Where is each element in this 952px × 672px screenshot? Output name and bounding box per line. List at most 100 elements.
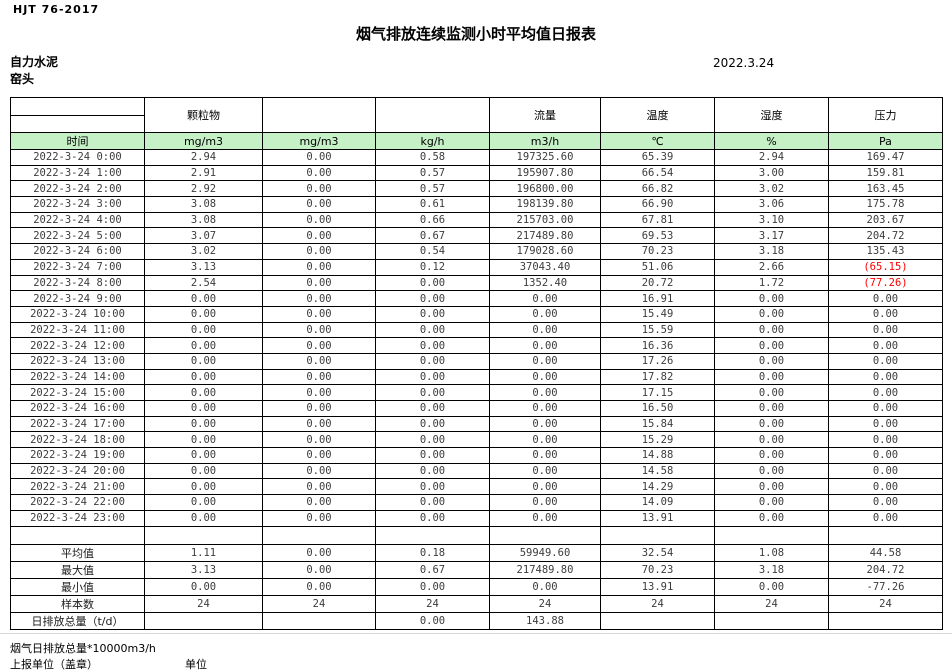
table-row: 2022-3-24 12:00 0.00 0.00 0.00 0.00 16.36 0.00… xyxy=(10,337,943,354)
summary-value-cell: 24 xyxy=(714,594,829,613)
value-cell: 0.00 xyxy=(262,243,376,260)
value-cell: 0.00 xyxy=(828,415,943,433)
summary-label-cell: 最小值 xyxy=(10,577,145,596)
table-row: 2022-3-24 16:00 0.00 0.00 0.00 0.00 16.50 0.00… xyxy=(10,400,943,417)
summary-value-cell: 3.18 xyxy=(714,560,829,579)
col-header-temperature: 温度 xyxy=(600,97,715,133)
value-cell: 197325.60 xyxy=(489,149,601,166)
station-name: 窑头 xyxy=(10,72,35,86)
spacer-cell xyxy=(714,525,829,545)
time-cell: 2022-3-24 4:00 xyxy=(10,211,145,229)
value-cell: 198139.80 xyxy=(489,196,601,213)
value-cell: 0.00 xyxy=(828,400,943,417)
value-cell: 0.00 xyxy=(828,352,943,370)
value-cell: 3.08 xyxy=(144,211,263,229)
value-cell: 69.53 xyxy=(600,227,715,245)
value-cell: 0.00 xyxy=(489,462,601,480)
value-cell: 195907.80 xyxy=(489,164,601,182)
summary-value-cell xyxy=(262,611,376,630)
value-cell: 0.00 xyxy=(489,494,601,511)
value-cell: 37043.40 xyxy=(489,258,601,276)
summary-value-cell: 0.67 xyxy=(375,560,490,579)
value-cell: 0.00 xyxy=(144,290,263,307)
value-cell: 0.00 xyxy=(262,509,376,527)
summary-value-cell xyxy=(714,611,829,630)
value-cell: 17.15 xyxy=(600,384,715,401)
value-cell: 66.90 xyxy=(600,196,715,213)
value-cell: 0.00 xyxy=(262,180,376,198)
time-cell: 2022-3-24 18:00 xyxy=(10,431,145,449)
summary-value-cell: 0.00 xyxy=(489,577,601,596)
time-cell: 2022-3-24 7:00 xyxy=(10,258,145,276)
summary-value-cell: 0.00 xyxy=(375,611,490,630)
table-row: 2022-3-24 15:00 0.00 0.00 0.00 0.00 17.15 0.00… xyxy=(10,384,943,401)
value-cell: 217489.80 xyxy=(489,227,601,245)
time-cell: 2022-3-24 10:00 xyxy=(10,305,145,323)
value-cell: 17.82 xyxy=(600,368,715,386)
unit-kg-h: kg/h xyxy=(375,132,490,150)
summary-value-cell: 44.58 xyxy=(828,543,943,562)
value-cell: 215703.00 xyxy=(489,211,601,229)
value-cell: 70.23 xyxy=(600,243,715,260)
value-cell: 2.91 xyxy=(144,164,263,182)
value-cell: 0.00 xyxy=(828,305,943,323)
value-cell: 0.00 xyxy=(144,415,263,433)
table-row: 2022-3-24 7:00 3.13 0.00 0.12 37043.40 51.06 2… xyxy=(10,258,943,276)
value-cell: 0.00 xyxy=(144,462,263,480)
value-cell: 0.00 xyxy=(375,352,490,370)
summary-value-cell: 0.00 xyxy=(375,577,490,596)
value-cell: 0.00 xyxy=(714,321,829,339)
value-cell: 2.54 xyxy=(144,274,263,292)
table-row: 2022-3-24 1:00 2.91 0.00 0.57 195907.80 66.54… xyxy=(10,164,943,182)
summary-row: 样本数 24 24 24 24 24 24 24 xyxy=(10,594,943,613)
value-cell: 0.00 xyxy=(375,400,490,417)
summary-row: 平均值 1.11 0.00 0.18 59949.60 32.54 1.08 44.58 xyxy=(10,543,943,562)
summary-value-cell: 24 xyxy=(375,594,490,613)
value-cell: 0.00 xyxy=(262,321,376,339)
time-cell: 2022-3-24 20:00 xyxy=(10,462,145,480)
value-cell: 0.00 xyxy=(714,400,829,417)
value-cell: 0.00 xyxy=(144,400,263,417)
value-cell: 3.06 xyxy=(714,196,829,213)
value-cell: 204.72 xyxy=(828,227,943,245)
value-cell: (65.15) xyxy=(828,258,943,276)
time-column-header: 时间 xyxy=(10,132,145,150)
time-cell: 2022-3-24 22:00 xyxy=(10,494,145,511)
value-cell: 0.00 xyxy=(489,290,601,307)
value-cell: 159.81 xyxy=(828,164,943,182)
value-cell: 0.00 xyxy=(714,337,829,354)
time-cell: 2022-3-24 23:00 xyxy=(10,509,145,527)
value-cell: 0.00 xyxy=(375,384,490,401)
value-cell: 175.78 xyxy=(828,196,943,213)
value-cell: 0.00 xyxy=(489,400,601,417)
value-cell: 0.00 xyxy=(714,384,829,401)
unit-percent: % xyxy=(714,132,829,150)
value-cell: 0.00 xyxy=(714,447,829,464)
summary-value-cell: 0.00 xyxy=(714,577,829,596)
value-cell: 0.00 xyxy=(375,368,490,386)
table-row: 2022-3-24 14:00 0.00 0.00 0.00 0.00 17.82 0.00… xyxy=(10,368,943,386)
page-break-rule xyxy=(0,633,952,634)
value-cell: 0.58 xyxy=(375,149,490,166)
value-cell: 0.67 xyxy=(375,227,490,245)
value-cell: 15.29 xyxy=(600,431,715,449)
value-cell: 0.00 xyxy=(828,321,943,339)
summary-value-cell: 24 xyxy=(600,594,715,613)
value-cell: 0.00 xyxy=(375,447,490,464)
value-cell: 0.00 xyxy=(262,337,376,354)
value-cell: 3.02 xyxy=(714,180,829,198)
spacer-cell xyxy=(10,525,145,545)
summary-value-cell: 0.18 xyxy=(375,543,490,562)
value-cell: 0.00 xyxy=(714,509,829,527)
value-cell: 0.00 xyxy=(375,337,490,354)
param-header-row: 颗粒物 流量 温度 湿度 压力 xyxy=(10,97,943,133)
footnote-total-emission: 烟气日排放总量*10000m3/h xyxy=(10,642,156,655)
summary-row: 最大值 3.13 0.00 0.67 217489.80 70.23 3.18 204.72 xyxy=(10,560,943,579)
spacer-cell xyxy=(489,525,601,545)
value-cell: 0.00 xyxy=(489,368,601,386)
value-cell: 14.09 xyxy=(600,494,715,511)
footnote-unit: 单位 xyxy=(185,658,207,671)
value-cell: 0.00 xyxy=(262,368,376,386)
time-cell: 2022-3-24 8:00 xyxy=(10,274,145,292)
time-cell: 2022-3-24 21:00 xyxy=(10,478,145,496)
